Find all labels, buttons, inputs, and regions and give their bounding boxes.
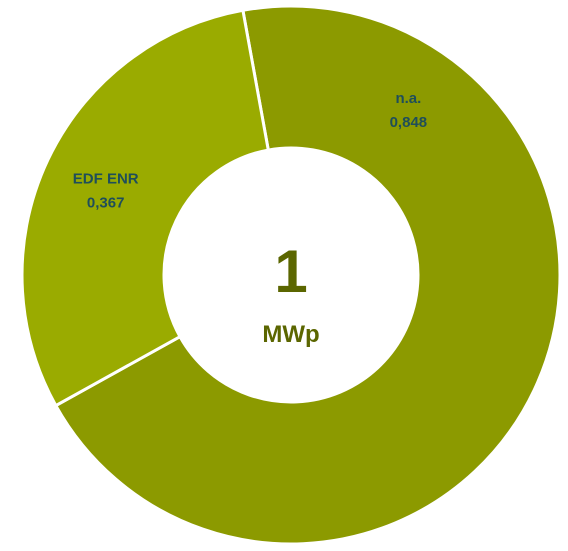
donut-hole (164, 148, 418, 402)
slice-value-label: 0,367 (87, 194, 125, 211)
slice-category-label: n.a. (395, 90, 421, 107)
slice-value-label: 0,848 (390, 114, 428, 131)
slice-labels: n.a. 0,848 EDF ENR 0,367 (73, 90, 427, 211)
slice-category-label: EDF ENR (73, 170, 139, 187)
center-total-value: 1 (274, 238, 307, 305)
center-unit-label: MWp (262, 321, 319, 348)
